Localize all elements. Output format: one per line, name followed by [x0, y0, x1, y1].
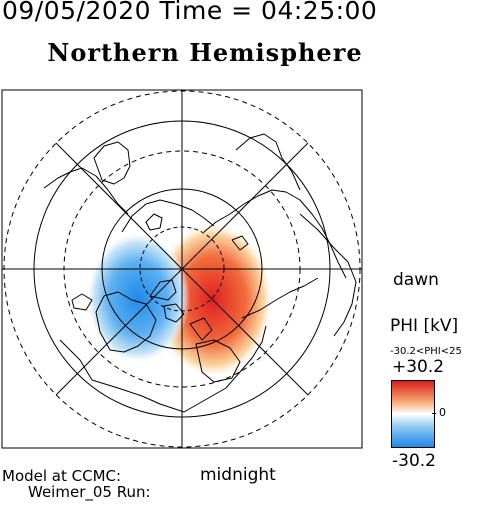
eurasia-coast — [121, 199, 215, 233]
negative-cell — [86, 232, 190, 364]
alaska-coast — [241, 277, 319, 319]
model-label: Model at CCMC: — [2, 467, 122, 485]
asia-interior-coast — [235, 133, 301, 191]
greenland-coast — [95, 291, 157, 353]
colorbar-zero-tick — [432, 413, 436, 414]
meridian-lines — [2, 90, 362, 448]
new-siberian-islands — [231, 235, 249, 251]
scandinavia-coast — [93, 141, 131, 185]
dawn-label: dawn — [393, 270, 439, 290]
datetime-title: 09/05/2020 Time = 04:25:00 — [2, 0, 378, 25]
europe-coast — [43, 167, 129, 215]
run-label: Weimer_05 Run: — [28, 483, 151, 501]
canadian-archipelago-coast — [149, 279, 213, 341]
hemisphere-title: Northern Hemisphere — [47, 38, 363, 67]
north-america-coast — [59, 325, 267, 413]
colorbar-zero-label: 0 — [439, 406, 446, 419]
potential-pattern — [86, 222, 273, 378]
colorbar-min-label: -30.2 — [392, 451, 436, 471]
midnight-label: midnight — [200, 465, 276, 485]
meridian-diag-2 — [55, 142, 309, 396]
colorbar-title: PHI [kV] — [390, 316, 459, 336]
svalbard-coast — [145, 213, 163, 231]
coastlines — [43, 133, 357, 413]
iceland-coast — [71, 293, 93, 311]
far-east-coast — [299, 213, 357, 337]
colorbar — [391, 380, 435, 448]
colorbar-range: -30.2<PHI<25 — [390, 346, 462, 357]
hudson-bay-coast — [195, 339, 241, 383]
colorbar-max-label: +30.2 — [392, 357, 445, 377]
